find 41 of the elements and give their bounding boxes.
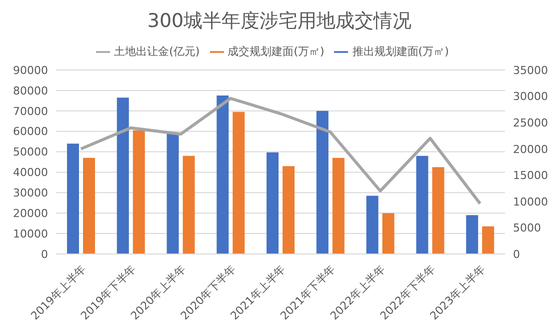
y-tick-label: 10000 (13, 227, 48, 240)
bar (432, 167, 444, 254)
y2-tick-label: 35000 (513, 64, 548, 77)
legend-label: 成交规划建面(万㎡) (228, 45, 324, 58)
y2-tick-label: 20000 (513, 142, 548, 156)
y-tick-label: 20000 (13, 207, 48, 220)
y2-tick-label: 15000 (513, 169, 548, 182)
y2-tick-label: 0 (513, 248, 520, 261)
y-tick-label: 30000 (13, 186, 48, 200)
y-tick-label: 70000 (13, 104, 48, 118)
bar (216, 96, 229, 254)
y-tick-label: 80000 (13, 84, 48, 98)
y-tick-label: 60000 (13, 125, 48, 138)
bar (116, 98, 129, 254)
bar (166, 133, 179, 254)
legend-label: 推出规划建面(万㎡) (352, 45, 449, 58)
bar (282, 166, 295, 254)
y2-tick-label: 5000 (513, 222, 541, 235)
y-tick-label: 90000 (13, 64, 48, 77)
bar (416, 156, 428, 254)
legend-label: 土地出让金(亿元) (114, 45, 200, 58)
chart-title: 300城半年度涉宅用地成交情况 (146, 9, 413, 34)
bar (132, 130, 145, 254)
bar (83, 158, 95, 254)
y2-tick-label: 30000 (513, 90, 548, 104)
y2-tick-label: 25000 (513, 116, 548, 130)
bar (67, 144, 79, 254)
bar (332, 158, 344, 254)
y-tick-label: 50000 (13, 146, 48, 159)
bar (266, 152, 279, 254)
bar (366, 196, 378, 254)
y2-tick-label: 10000 (513, 195, 548, 208)
bar (466, 215, 478, 254)
bar (382, 213, 394, 254)
bar (182, 156, 195, 254)
y-tick-label: 40000 (13, 166, 48, 180)
line-series (79, 96, 482, 206)
y-tick-label: 0 (41, 248, 48, 261)
bar (482, 226, 494, 254)
bar (232, 112, 245, 254)
bar (316, 110, 328, 254)
